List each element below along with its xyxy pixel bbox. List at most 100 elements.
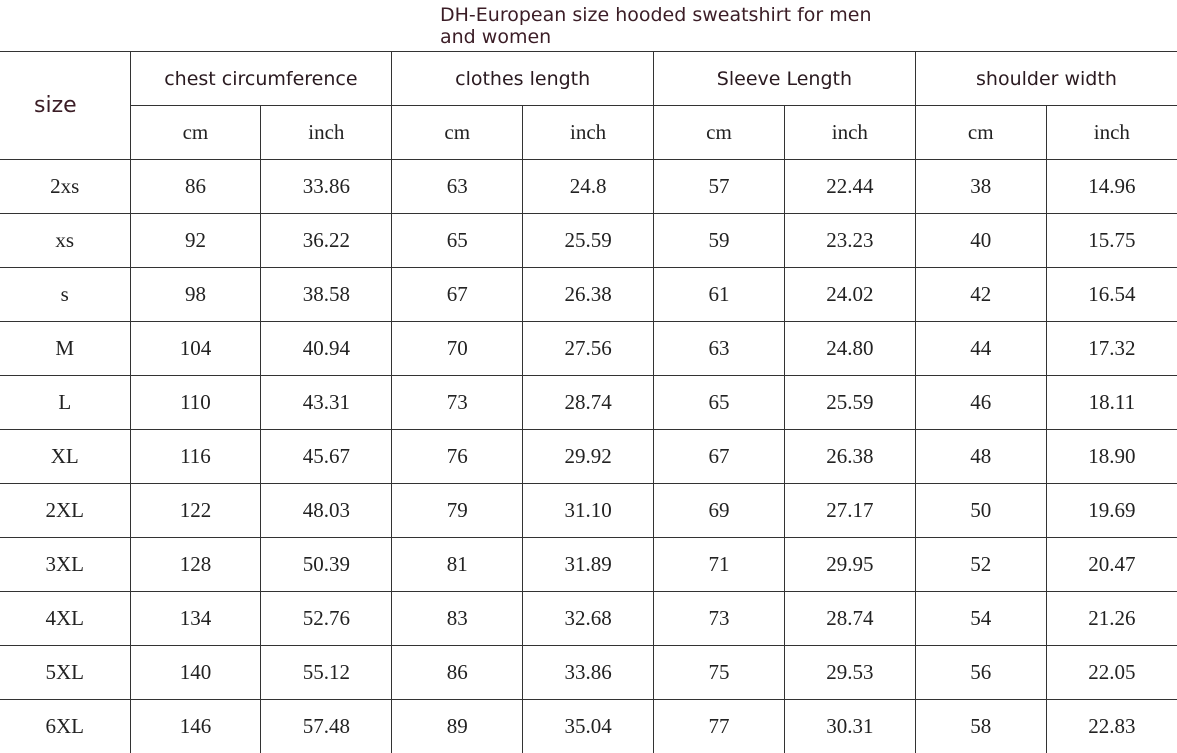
cell: 58 xyxy=(915,700,1046,753)
cell: 33.86 xyxy=(523,646,654,700)
cell: 48 xyxy=(915,430,1046,484)
cell: 57.48 xyxy=(261,700,392,753)
cell: 23.23 xyxy=(784,214,915,268)
cell: 25.59 xyxy=(523,214,654,268)
cell: 25.59 xyxy=(784,376,915,430)
cell: 28.74 xyxy=(523,376,654,430)
size-header: size xyxy=(0,52,130,160)
cell: 59 xyxy=(654,214,785,268)
size-label: 3XL xyxy=(0,538,130,592)
cell: 104 xyxy=(130,322,261,376)
cell: 67 xyxy=(392,268,523,322)
cell: 15.75 xyxy=(1046,214,1177,268)
cell: 128 xyxy=(130,538,261,592)
cell: 65 xyxy=(654,376,785,430)
cell: 69 xyxy=(654,484,785,538)
cell: 73 xyxy=(392,376,523,430)
cell: 42 xyxy=(915,268,1046,322)
cell: 22.05 xyxy=(1046,646,1177,700)
cell: 75 xyxy=(654,646,785,700)
cell: 92 xyxy=(130,214,261,268)
cell: 134 xyxy=(130,592,261,646)
size-label: s xyxy=(0,268,130,322)
size-label: xs xyxy=(0,214,130,268)
cell: 50.39 xyxy=(261,538,392,592)
cell: 21.26 xyxy=(1046,592,1177,646)
cell: 31.10 xyxy=(523,484,654,538)
cell: 29.92 xyxy=(523,430,654,484)
cell: 81 xyxy=(392,538,523,592)
unit-header: inch xyxy=(784,106,915,160)
cell: 29.95 xyxy=(784,538,915,592)
cell: 46 xyxy=(915,376,1046,430)
cell: 24.8 xyxy=(523,160,654,214)
group-header: Sleeve Length xyxy=(654,52,916,106)
cell: 89 xyxy=(392,700,523,753)
cell: 140 xyxy=(130,646,261,700)
cell: 16.54 xyxy=(1046,268,1177,322)
size-label: 2XL xyxy=(0,484,130,538)
cell: 32.68 xyxy=(523,592,654,646)
unit-header: cm xyxy=(130,106,261,160)
cell: 71 xyxy=(654,538,785,592)
cell: 48.03 xyxy=(261,484,392,538)
cell: 86 xyxy=(130,160,261,214)
cell: 98 xyxy=(130,268,261,322)
cell: 17.32 xyxy=(1046,322,1177,376)
cell: 73 xyxy=(654,592,785,646)
cell: 26.38 xyxy=(784,430,915,484)
cell: 110 xyxy=(130,376,261,430)
cell: 26.38 xyxy=(523,268,654,322)
unit-header: inch xyxy=(523,106,654,160)
size-label: 6XL xyxy=(0,700,130,753)
cell: 76 xyxy=(392,430,523,484)
cell: 56 xyxy=(915,646,1046,700)
group-header: shoulder width xyxy=(915,52,1177,106)
size-label: L xyxy=(0,376,130,430)
cell: 20.47 xyxy=(1046,538,1177,592)
cell: 27.17 xyxy=(784,484,915,538)
cell: 24.80 xyxy=(784,322,915,376)
size-label: XL xyxy=(0,430,130,484)
cell: 40.94 xyxy=(261,322,392,376)
cell: 24.02 xyxy=(784,268,915,322)
unit-header: cm xyxy=(654,106,785,160)
cell: 18.11 xyxy=(1046,376,1177,430)
unit-header: cm xyxy=(915,106,1046,160)
cell: 116 xyxy=(130,430,261,484)
cell: 70 xyxy=(392,322,523,376)
cell: 36.22 xyxy=(261,214,392,268)
cell: 30.31 xyxy=(784,700,915,753)
cell: 146 xyxy=(130,700,261,753)
cell: 52 xyxy=(915,538,1046,592)
size-label: 4XL xyxy=(0,592,130,646)
cell: 31.89 xyxy=(523,538,654,592)
cell: 22.83 xyxy=(1046,700,1177,753)
cell: 77 xyxy=(654,700,785,753)
cell: 35.04 xyxy=(523,700,654,753)
cell: 50 xyxy=(915,484,1046,538)
unit-header: inch xyxy=(1046,106,1177,160)
cell: 28.74 xyxy=(784,592,915,646)
cell: 22.44 xyxy=(784,160,915,214)
cell: 29.53 xyxy=(784,646,915,700)
cell: 33.86 xyxy=(261,160,392,214)
cell: 19.69 xyxy=(1046,484,1177,538)
cell: 18.90 xyxy=(1046,430,1177,484)
cell: 45.67 xyxy=(261,430,392,484)
cell: 38 xyxy=(915,160,1046,214)
cell: 63 xyxy=(392,160,523,214)
cell: 122 xyxy=(130,484,261,538)
